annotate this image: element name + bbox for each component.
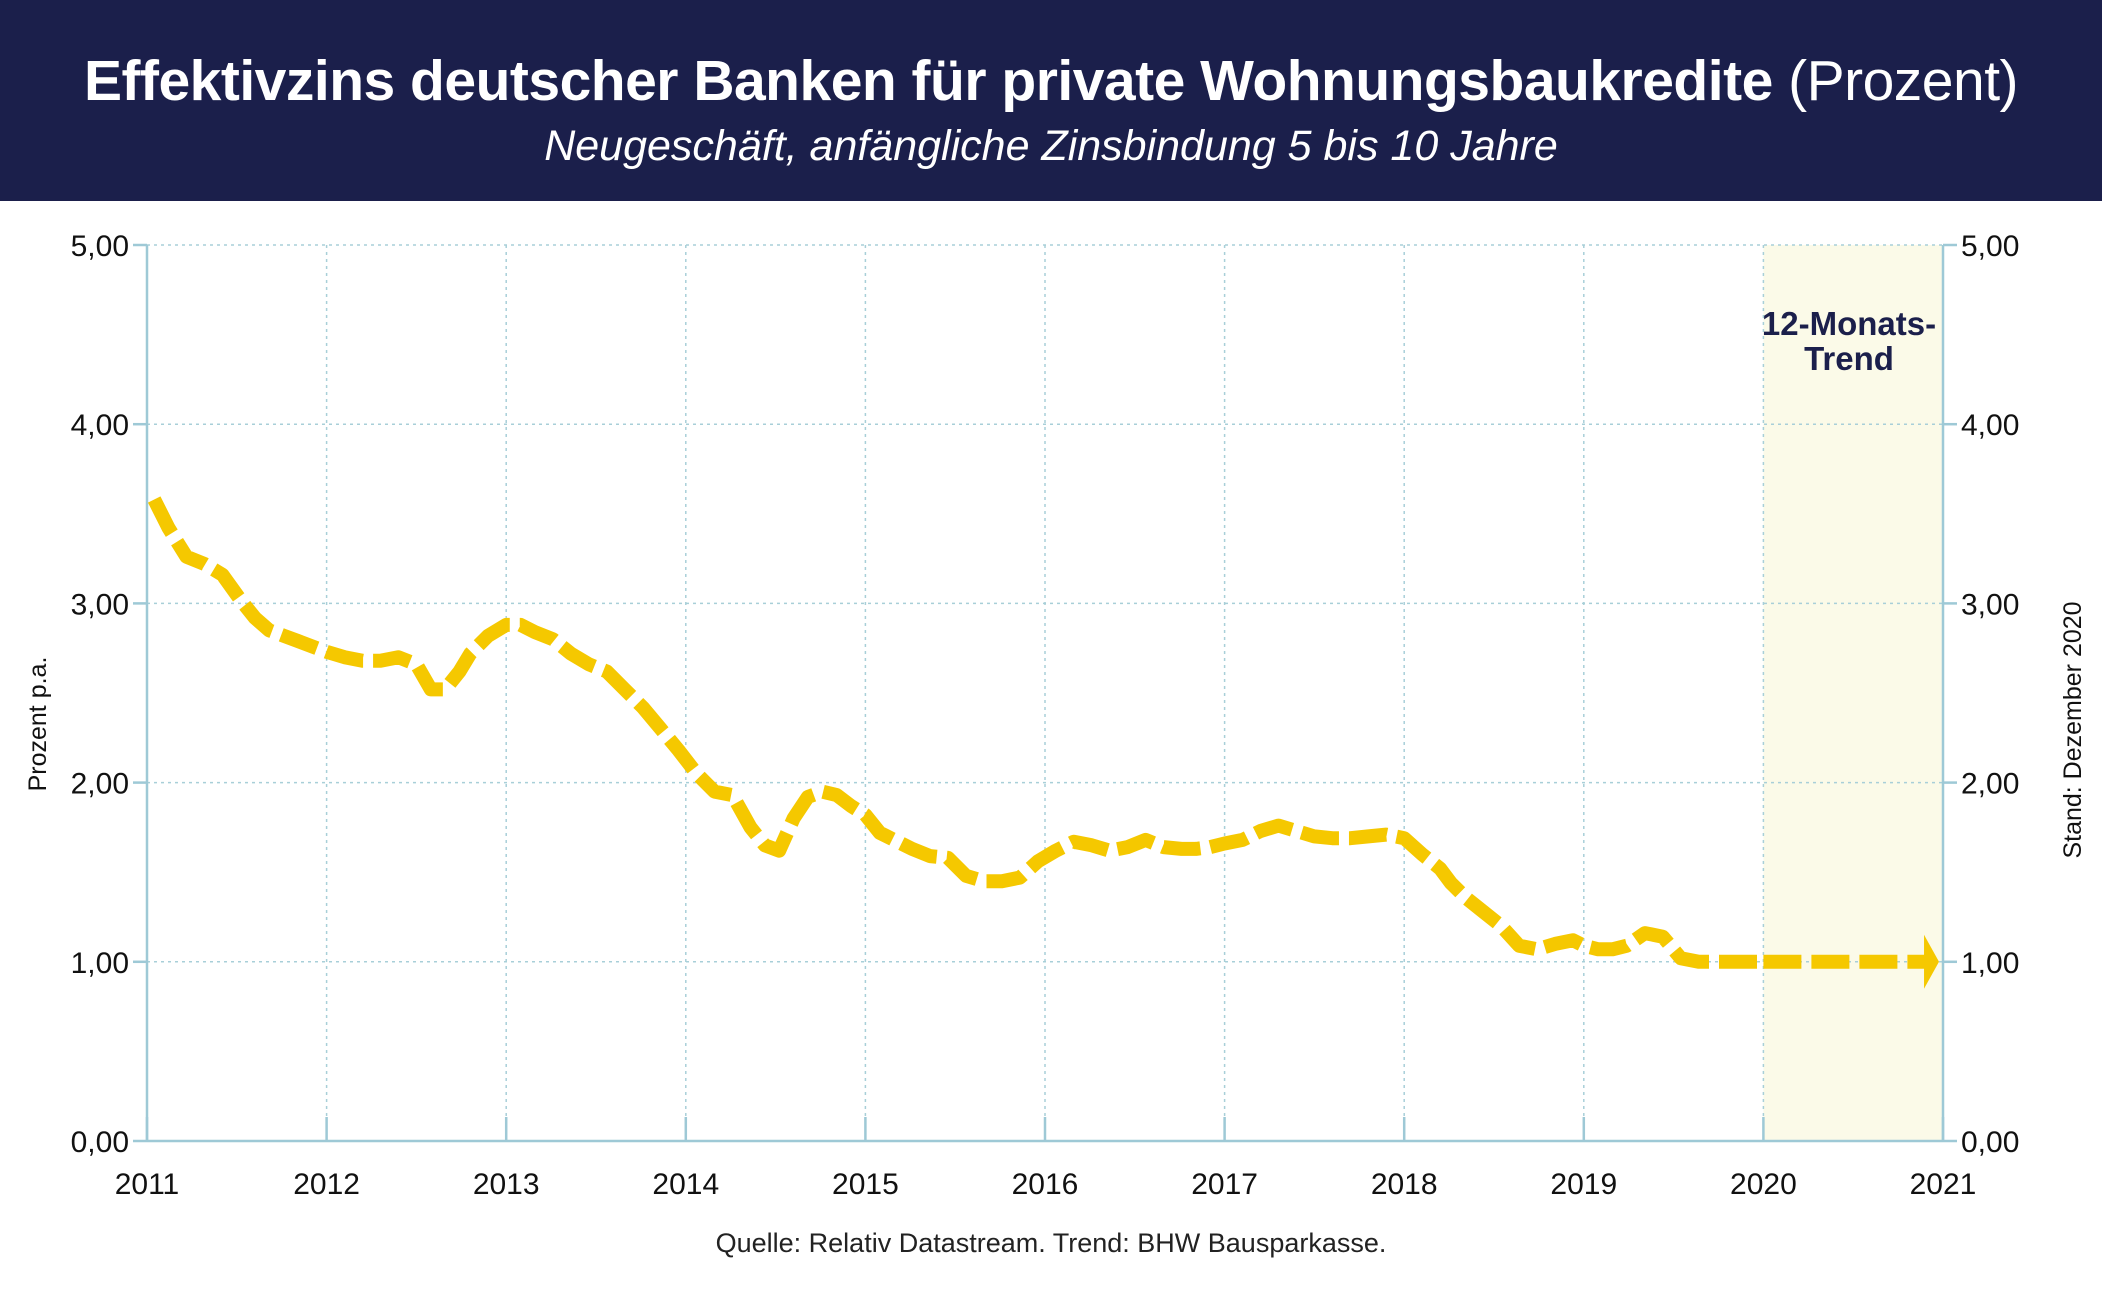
x-tick-label: 2018 (1371, 1168, 1438, 1201)
x-tick-label: 2013 (473, 1168, 540, 1201)
y-tick-label-right: 4,00 (1961, 409, 2019, 442)
trend-arrowhead (1924, 934, 1939, 989)
y-tick-labels-right: 0,00 1,00 2,00 3,00 4,00 5,00 (1961, 230, 2019, 1159)
x-tick-label: 2020 (1730, 1168, 1797, 1201)
axes (133, 243, 1957, 1143)
trend-label-line-1: 12-Monats- (1762, 305, 1936, 342)
grid-lines (147, 244, 1943, 1141)
date-note: Stand: Dezember 2020 (2059, 601, 2087, 858)
chart-subtitle: Neugeschäft, anfängliche Zinsbindung 5 b… (544, 122, 1558, 170)
series-lines (147, 496, 1939, 989)
y-tick-label-left: 2,00 (71, 768, 129, 801)
x-tick-label: 2012 (293, 1168, 360, 1201)
chart-title-main: Effektivzins deutscher Banken für privat… (83, 49, 1773, 113)
header-bar: Effektivzins deutscher Banken für privat… (0, 0, 2102, 201)
y-tick-label-right: 5,00 (1961, 230, 2019, 263)
x-tick-label: 2017 (1191, 1168, 1258, 1201)
y-tick-label-left: 5,00 (71, 230, 129, 263)
x-tick-label: 2016 (1012, 1168, 1079, 1201)
y-tick-label-left: 0,00 (71, 1126, 129, 1159)
y-tick-label-left: 3,00 (71, 588, 129, 621)
y-tick-label-right: 2,00 (1961, 768, 2019, 801)
source-note: Quelle: Relativ Datastream. Trend: BHW B… (715, 1228, 1387, 1258)
series-line-historical (147, 496, 1764, 969)
trend-label-line-2: Trend (1804, 340, 1894, 377)
x-tick-label: 2014 (652, 1168, 719, 1201)
y-tick-label-right: 0,00 (1961, 1126, 2019, 1159)
y-tick-label-right: 3,00 (1961, 588, 2019, 621)
x-tick-label: 2021 (1910, 1168, 1977, 1201)
x-tick-label: 2011 (115, 1168, 180, 1201)
trend-region (1763, 245, 1943, 1141)
x-tick-label: 2019 (1550, 1168, 1617, 1201)
chart-title-unit: (Prozent) (1788, 49, 2019, 113)
y-tick-label-right: 1,00 (1961, 947, 2019, 980)
y-axis-label: Prozent p.a. (24, 657, 52, 792)
y-tick-labels-left: 0,00 1,00 2,00 3,00 4,00 5,00 (71, 230, 129, 1159)
x-tick-labels: 2011 2012 2013 2014 2015 2016 2017 2018 2019 2020… (115, 1168, 1977, 1201)
x-tick-label: 2015 (832, 1168, 899, 1201)
y-tick-label-left: 4,00 (71, 409, 129, 442)
chart-title: Effektivzins deutscher Banken für privat… (0, 48, 2102, 114)
y-tick-label-left: 1,00 (71, 947, 129, 980)
